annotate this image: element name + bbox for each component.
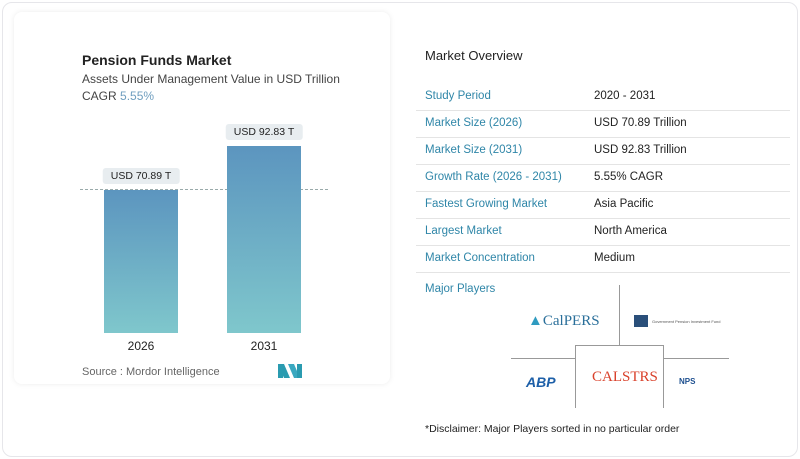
overview-row: Fastest Growing Market Asia Pacific — [416, 192, 790, 219]
cagr: CAGR 5.55% — [82, 89, 154, 103]
chart-subtitle: Assets Under Management Value in USD Tri… — [82, 72, 340, 86]
logo-gpif: Government Pension Investment Fund — [634, 315, 720, 327]
source-text: Source : Mordor Intelligence — [82, 366, 220, 378]
divider — [575, 345, 663, 346]
row-value: North America — [594, 225, 667, 237]
divider — [663, 345, 664, 408]
bar-2031 — [227, 146, 301, 333]
overview-title: Market Overview — [425, 48, 523, 63]
reference-line — [80, 189, 328, 190]
logo-calstrs: CALSTRS — [592, 369, 658, 385]
divider — [575, 345, 576, 408]
row-value: Asia Pacific — [594, 198, 654, 210]
chart-card — [14, 12, 390, 384]
cagr-label: CAGR — [82, 89, 117, 103]
logo-calpers: ▲CalPERS — [528, 313, 600, 329]
row-value: 2020 - 2031 — [594, 90, 656, 102]
row-label: Market Concentration — [425, 252, 535, 264]
row-label: Study Period — [425, 90, 491, 102]
row-value: Medium — [594, 252, 635, 264]
overview-row: Largest Market North America — [416, 219, 790, 246]
row-value: USD 92.83 Trillion — [594, 144, 687, 156]
overview-row: Study Period 2020 - 2031 — [416, 84, 790, 111]
divider — [511, 358, 575, 359]
disclaimer: *Disclaimer: Major Players sorted in no … — [425, 423, 680, 435]
data-label: USD 92.83 T — [225, 124, 303, 140]
chart-title: Pension Funds Market — [82, 52, 232, 68]
row-label: Market Size (2026) — [425, 117, 523, 129]
row-label: Growth Rate (2026 - 2031) — [425, 171, 562, 183]
row-label: Fastest Growing Market — [425, 198, 548, 210]
major-players-label: Major Players — [425, 283, 496, 295]
row-label: Market Size (2031) — [425, 144, 523, 156]
x-tick-label: 2026 — [127, 339, 155, 353]
mordor-logo-icon — [278, 364, 302, 378]
logo-nps: NPS — [679, 377, 696, 386]
divider — [619, 285, 620, 345]
divider — [663, 358, 729, 359]
bar-2026 — [104, 190, 178, 333]
data-label: USD 70.89 T — [102, 168, 180, 185]
overview-row: Market Size (2026) USD 70.89 Trillion — [416, 111, 790, 138]
overview-row: Growth Rate (2026 - 2031) 5.55% CAGR — [416, 165, 790, 192]
row-value: 5.55% CAGR — [594, 171, 664, 183]
cagr-value: 5.55% — [120, 89, 155, 103]
logo-abp: ABP — [526, 374, 556, 390]
overview-row: Market Size (2031) USD 92.83 Trillion — [416, 138, 790, 165]
x-tick-label: 2031 — [250, 339, 278, 353]
row-label: Largest Market — [425, 225, 502, 237]
overview-row: Market Concentration Medium — [416, 246, 790, 273]
row-value: USD 70.89 Trillion — [594, 117, 687, 129]
